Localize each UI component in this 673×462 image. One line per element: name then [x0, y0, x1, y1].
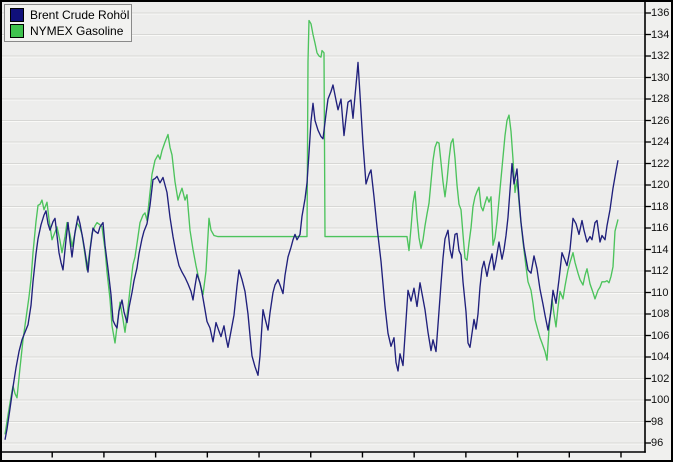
y-axis-label: 106 [651, 329, 670, 342]
x-axis-label-februar: Februar [194, 410, 207, 449]
legend-item-nymex-gasoline: NYMEX Gasoline [5, 23, 131, 39]
legend-item-brent: Brent Crude Rohöl [5, 7, 131, 23]
y-axis-label: 102 [651, 372, 670, 385]
y-axis-label: 110 [651, 286, 669, 299]
y-axis-label: 96 [651, 437, 664, 449]
x-axis-label-august: August [504, 414, 517, 449]
legend-label-nymex-gasoline: NYMEX Gasoline [30, 24, 124, 38]
y-axis-label: 128 [651, 93, 670, 105]
x-axis-label-dezember: Dezember [90, 398, 103, 449]
y-axis-label: 104 [651, 351, 670, 363]
y-axis-label: 132 [651, 50, 670, 62]
y-axis-label: 126 [651, 114, 670, 127]
y-axis-label: 112 [651, 265, 669, 277]
plot-area [2, 2, 645, 452]
y-axis-label: 108 [651, 308, 670, 320]
y-axis-label: 130 [651, 71, 670, 84]
y-axis-label: 116 [651, 222, 669, 234]
y-axis-label: 120 [651, 179, 670, 191]
x-axis-label-juli: Juli [452, 432, 465, 449]
x-axis-label-märz: März [246, 424, 259, 449]
nymex-gasoline-line [4, 19, 619, 435]
x-axis-label-oktober: Oktober [0, 406, 5, 449]
legend-label-brent: Brent Crude Rohöl [30, 8, 130, 22]
x-axis-label-september: September [556, 395, 569, 449]
y-axis-label: 134 [651, 28, 670, 41]
y-axis-label: 124 [651, 136, 670, 148]
y-axis-label: 122 [651, 157, 670, 170]
x-axis-label-juni: Juni [401, 428, 414, 449]
x-axis-label-oktober: Oktober [607, 409, 620, 449]
x-axis-label-april: April [297, 426, 310, 449]
nymex-gasoline-color-swatch-icon [10, 24, 24, 38]
y-axis-label: 118 [651, 200, 669, 213]
y-axis-label: 100 [651, 394, 670, 406]
brent-crude-line [4, 61, 619, 440]
x-axis-label-november: November [39, 398, 52, 449]
y-axis-label: 136 [651, 7, 670, 19]
y-axis-label: 114 [651, 243, 669, 256]
chart-legend: Brent Crude Rohöl NYMEX Gasoline [4, 4, 132, 42]
brent-color-swatch-icon [10, 8, 24, 22]
x-axis-label-januar-10: Januar 10 [142, 397, 155, 449]
y-axis-label: 98 [651, 415, 664, 428]
x-axis-label-mai: Mai [349, 431, 362, 449]
